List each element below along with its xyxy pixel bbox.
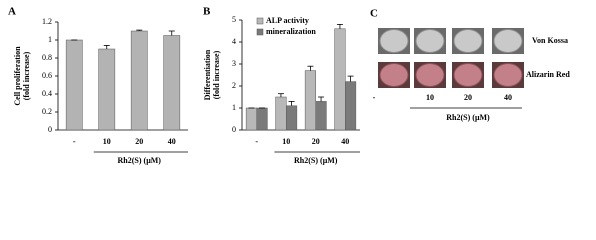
well bbox=[379, 63, 409, 87]
panel-label: B bbox=[203, 6, 211, 18]
y-tick-label: 0.8 bbox=[42, 53, 52, 62]
well bbox=[493, 63, 523, 87]
panel-label: A bbox=[8, 6, 16, 18]
y-tick-label: 1 bbox=[48, 35, 52, 44]
y-tick-label: 0 bbox=[232, 125, 236, 134]
y-tick-label: 3 bbox=[232, 59, 236, 68]
y-tick-label: 0.6 bbox=[42, 71, 52, 80]
bar bbox=[345, 81, 357, 131]
x-tick-label: 20 bbox=[464, 93, 472, 102]
bar bbox=[304, 70, 317, 131]
figure: A B C 0 0.2 0.4 0.6 0.8 1 1.2 Cell proliferatio… bbox=[8, 6, 570, 165]
y-axis-label: (fold increase) bbox=[212, 50, 221, 99]
well bbox=[415, 29, 445, 53]
x-tick-label: - bbox=[255, 137, 258, 146]
well bbox=[379, 29, 409, 53]
bar bbox=[256, 107, 268, 131]
bar bbox=[334, 28, 346, 131]
y-tick-label: 0 bbox=[48, 125, 52, 134]
x-axis-label: Rh2(S) (μM) bbox=[118, 156, 162, 165]
x-tick-label: 10 bbox=[282, 137, 290, 146]
x-tick-label: - bbox=[373, 93, 376, 102]
y-axis-label: Cell proliferation bbox=[13, 46, 22, 106]
legend-swatch bbox=[256, 17, 264, 25]
well bbox=[453, 29, 483, 53]
x-axis-label: Rh2(S) (μM) bbox=[446, 113, 490, 122]
x-tick-label: 40 bbox=[341, 137, 349, 146]
x-tick-label: - bbox=[73, 137, 76, 146]
y-axis-label: (fold increase) bbox=[22, 51, 31, 100]
bar bbox=[98, 48, 116, 131]
y-tick-label: 0.2 bbox=[42, 107, 52, 116]
y-axis-label: Differentiation bbox=[203, 49, 212, 100]
bar bbox=[65, 39, 83, 131]
x-axis-label: Rh2(S) (μM) bbox=[294, 156, 338, 165]
y-tick-label: 2 bbox=[232, 81, 236, 90]
bar bbox=[315, 101, 327, 131]
x-tick-label: 20 bbox=[312, 137, 320, 146]
y-tick-label: 1.2 bbox=[42, 17, 52, 26]
bar bbox=[286, 105, 298, 131]
bar bbox=[245, 107, 258, 131]
legend-label: ALP activity bbox=[266, 16, 309, 25]
well bbox=[415, 63, 445, 87]
well bbox=[493, 29, 523, 53]
well bbox=[453, 63, 483, 87]
x-tick-label: 20 bbox=[135, 137, 143, 146]
y-tick-label: 0.4 bbox=[42, 89, 52, 98]
bar bbox=[275, 96, 287, 131]
y-tick-label: 4 bbox=[232, 37, 236, 46]
x-tick-label: 10 bbox=[426, 93, 434, 102]
y-tick-label: 1 bbox=[232, 103, 236, 112]
x-tick-label: 10 bbox=[103, 137, 111, 146]
legend-swatch bbox=[256, 28, 264, 36]
panel-label: C bbox=[370, 8, 378, 20]
bar bbox=[130, 30, 148, 131]
row-label: Von Kossa bbox=[532, 36, 568, 45]
legend-label: mineralization bbox=[266, 27, 316, 36]
row-label: Alizarin Red bbox=[526, 70, 570, 79]
bar bbox=[163, 35, 181, 131]
y-tick-label: 5 bbox=[232, 15, 236, 24]
x-tick-label: 40 bbox=[504, 93, 512, 102]
x-tick-label: 40 bbox=[168, 137, 176, 146]
